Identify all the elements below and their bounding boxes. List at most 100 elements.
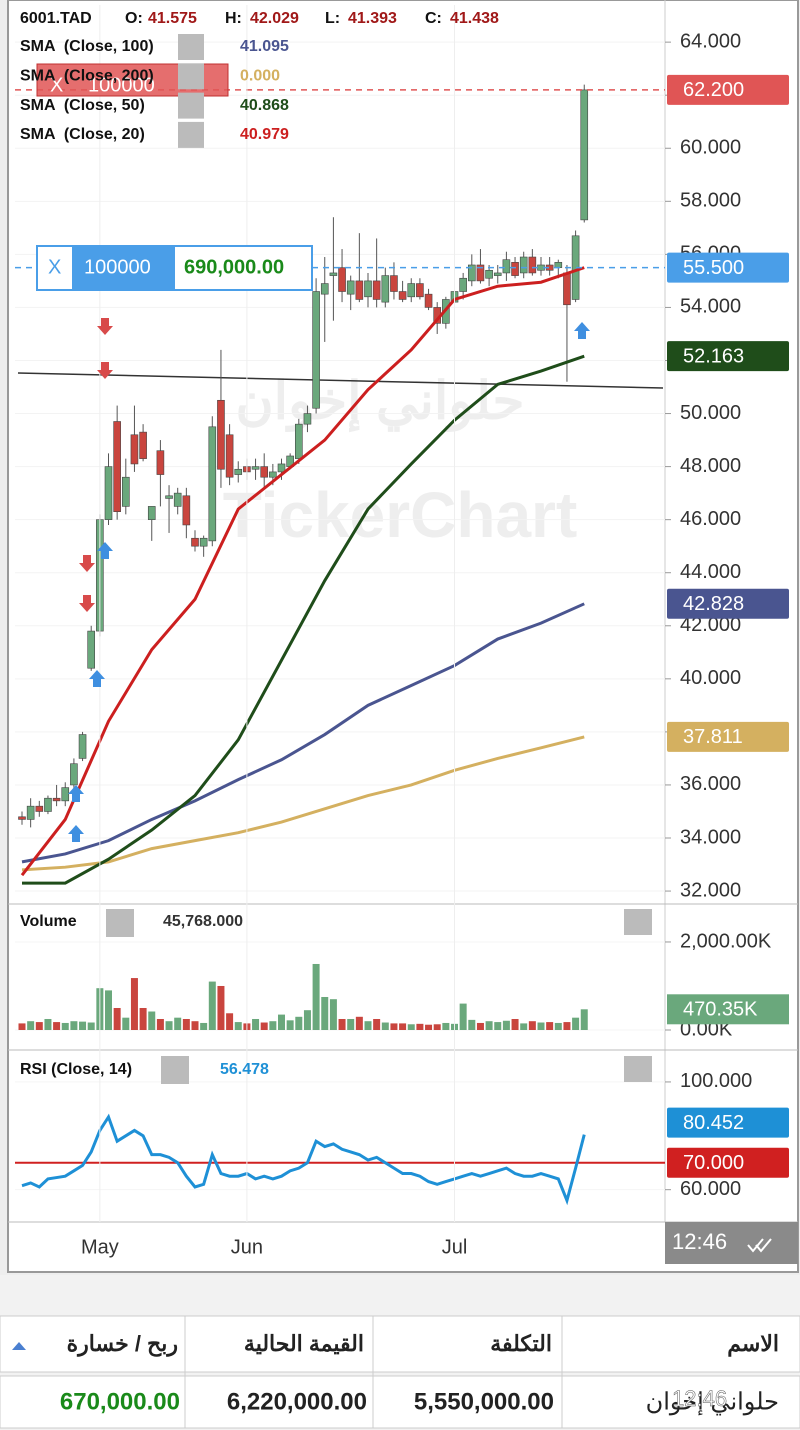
candle-body (208, 426, 217, 542)
candle-body (277, 463, 286, 473)
ohlc-value: 41.438 (450, 10, 499, 27)
volume-bar (303, 1010, 311, 1030)
price-line-box (667, 252, 789, 283)
volume-bar (182, 1018, 190, 1030)
volume-bar (113, 1007, 121, 1030)
sell-arrow (97, 318, 113, 335)
y-tick-label: 40.000 (680, 667, 741, 689)
candle-body (113, 421, 121, 513)
sell-arrow (79, 595, 95, 612)
volume-bar (260, 1022, 268, 1030)
candle-body (26, 805, 35, 820)
volume-bar (312, 963, 320, 1030)
volume-bar (468, 1019, 476, 1030)
ohlc-value: 42.029 (250, 10, 299, 27)
candle-body (234, 468, 243, 475)
reference-line-label: 70.000 (683, 1152, 744, 1174)
minimize-icon[interactable] (624, 1056, 652, 1082)
candle-body (467, 264, 476, 282)
ohlc-value: 41.575 (148, 10, 197, 27)
y-tick-label: 2,000.00K (680, 930, 772, 952)
volume-bar (70, 1021, 78, 1030)
volume-bar (373, 1018, 381, 1030)
volume-bar (278, 1014, 285, 1030)
table-header-cell[interactable]: ربح / خسارة (67, 1331, 178, 1357)
table-cell: 670,000.00 (60, 1388, 180, 1415)
candle-body (554, 262, 563, 268)
price-line-label: 62.200 (683, 79, 744, 101)
volume-bar (226, 1013, 234, 1030)
candle-body (329, 272, 338, 276)
settings-icon[interactable] (161, 1056, 189, 1084)
candle-body (390, 275, 398, 292)
volume-bar (554, 1022, 562, 1030)
sma-line (20, 266, 585, 877)
buy-arrow (97, 542, 113, 559)
candle-body (44, 797, 52, 812)
table-dividers (184, 1316, 563, 1428)
plot-area: 32.00034.00036.00038.00040.00042.00044.0… (15, 5, 772, 1222)
y-tick-label: 46.000 (680, 508, 741, 530)
table-cell: حلواني إخوان (646, 1388, 779, 1415)
sort-indicator[interactable] (12, 1342, 26, 1350)
rsi-line (21, 1113, 586, 1206)
sma-end-box (667, 721, 789, 752)
legend-name: SMA (Close, 200) (20, 68, 154, 85)
candle-body (346, 280, 355, 295)
volume-bar (234, 1022, 242, 1030)
sma-end-label: 42.828 (683, 593, 744, 615)
order-tag-x[interactable]: X (50, 74, 63, 96)
candle-body (312, 291, 320, 409)
volume-bar (546, 1022, 554, 1030)
volume-bar (191, 1021, 199, 1030)
sell-arrow (79, 555, 95, 572)
volume-last-label: 470.35K (683, 999, 758, 1021)
volume-bar (139, 1007, 147, 1030)
table-header-cell[interactable]: القيمة الحالية (244, 1331, 364, 1356)
volume-bar (459, 1003, 467, 1030)
volume-bar (165, 1021, 173, 1030)
watermark-brand: TickerChart (223, 479, 578, 551)
volume-bar (476, 1022, 484, 1030)
legend-value: 41.095 (240, 38, 289, 55)
symbol: 6001.TAD (20, 10, 92, 27)
volume-bar (511, 1018, 519, 1030)
candle-body (156, 450, 165, 475)
chart-frame (7, 0, 799, 1273)
order-tag-qty: 100000 (88, 74, 155, 96)
volume-bar (208, 981, 216, 1030)
candle-body (251, 466, 260, 470)
settings-icon[interactable] (178, 63, 204, 90)
price-line-label: 55.500 (683, 257, 744, 279)
volume-last-box (667, 994, 789, 1025)
volume-bar (572, 1017, 580, 1030)
order-tag-qty: 100000 (84, 256, 151, 278)
candle-body (528, 256, 537, 274)
candle-body (78, 734, 87, 759)
price-line-box (667, 74, 789, 105)
volume-bar (27, 1021, 35, 1030)
settings-icon[interactable] (178, 92, 204, 119)
candle-body (147, 506, 156, 520)
settings-icon[interactable] (178, 34, 204, 60)
minimize-icon[interactable] (624, 909, 652, 935)
candle-body (52, 797, 61, 802)
candle-body (563, 272, 571, 306)
settings-icon[interactable] (178, 121, 204, 148)
table-header-cell[interactable]: الاسم (727, 1331, 779, 1357)
volume-bar (269, 1021, 277, 1030)
volume-bar (18, 1023, 26, 1030)
volume-bar (79, 1021, 87, 1030)
candle-body (217, 399, 225, 470)
candle-body (381, 275, 390, 303)
settings-icon[interactable] (106, 909, 134, 937)
order-tag-x[interactable]: X (48, 256, 61, 278)
legend-value: 0.000 (240, 68, 280, 85)
table-cell: 6,220,000.00 (227, 1388, 367, 1415)
order-tag-amount: 690,000.00 (184, 256, 284, 278)
signal-arrows (68, 322, 590, 842)
candle-body (104, 466, 113, 520)
table-header-cell[interactable]: التكلفة (490, 1331, 552, 1356)
status-overlay (665, 1222, 798, 1264)
